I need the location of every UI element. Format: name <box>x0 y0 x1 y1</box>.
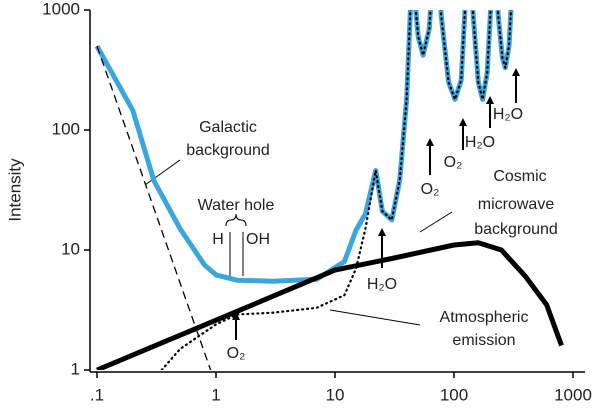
x-tick-label: 100 <box>440 385 468 404</box>
x-tick-label: 1000 <box>554 385 592 404</box>
annotation-line: Galactic <box>199 119 257 136</box>
x-tick-label: .1 <box>90 385 104 404</box>
arrow-head <box>459 118 467 126</box>
series-line <box>160 10 513 370</box>
annotation: O₂ <box>421 181 440 198</box>
annotation-line: microwave <box>478 196 555 213</box>
y-axis-label: Intensity <box>5 158 24 222</box>
y-tick-label: 100 <box>52 119 80 138</box>
series-line <box>96 240 564 370</box>
y-tick-label: 10 <box>61 239 80 258</box>
arrow-head <box>512 68 520 76</box>
arrow-head <box>486 96 494 104</box>
plot-area <box>94 10 564 370</box>
annotation-line: Atmospheric <box>440 309 529 326</box>
annotation: OH <box>246 231 270 248</box>
annotation-line: background <box>186 142 270 159</box>
series-line <box>96 45 212 370</box>
annotation-line: emission <box>452 332 515 349</box>
annotation: H₂O <box>367 276 397 293</box>
y-tick-label: 1 <box>71 359 80 378</box>
annotation: O₂ <box>227 345 246 362</box>
annotation: Water hole <box>198 197 275 214</box>
arrow-head <box>426 138 434 146</box>
arrow-head <box>232 312 240 320</box>
annotation: Atmospheric emission <box>440 309 529 349</box>
annotation: Cosmic microwave background <box>474 168 558 238</box>
x-tick-label: 10 <box>326 385 345 404</box>
annotation: H₂O <box>493 106 523 123</box>
annotation-line: background <box>474 221 558 238</box>
y-tick-label: 1000 <box>42 0 80 18</box>
x-tick-label: 1 <box>211 385 220 404</box>
series-line <box>94 10 514 284</box>
leader-lines <box>144 159 453 326</box>
annotation: Galactic background <box>186 119 270 159</box>
annotation: O₂ <box>444 154 463 171</box>
annotation: H <box>212 231 224 248</box>
annotation: H₂O <box>465 134 495 151</box>
arrow-head <box>378 228 386 236</box>
annotation-line: Cosmic <box>493 168 546 185</box>
